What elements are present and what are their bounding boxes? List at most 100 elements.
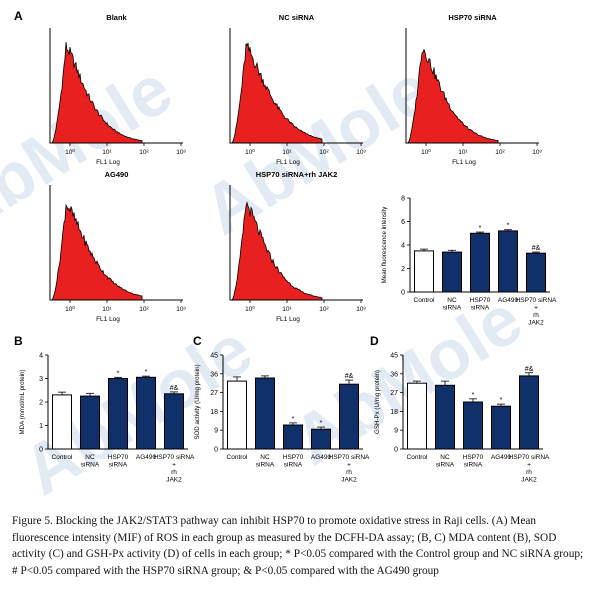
x-tick-label: Control	[407, 454, 429, 461]
bar-chart-c: 0 9 18 27 36 45 SOD activity (U/mg protein) Con…	[194, 353, 370, 484]
histogram-tick-label: 10²	[139, 306, 149, 313]
panel-label-d: D	[370, 334, 379, 348]
y-tick-label: 36	[210, 371, 218, 378]
x-tick-label-line: Control	[414, 297, 436, 304]
x-tick-label-line: HSP70	[108, 454, 129, 461]
significance-mark: *	[472, 392, 475, 399]
bar	[470, 232, 490, 293]
histogram-fill	[51, 42, 143, 144]
x-tick-label: Control	[414, 297, 436, 304]
bar	[283, 424, 303, 450]
bar	[407, 382, 427, 450]
histogram-fill	[231, 200, 323, 301]
significance-mark: *	[117, 370, 120, 377]
x-tick-label-line: rh	[526, 469, 532, 476]
significance-mark: #&	[525, 366, 534, 373]
x-tick-label-line: AG490	[491, 454, 512, 461]
bar	[519, 375, 539, 450]
histogram-tick-label: 10²	[319, 306, 329, 313]
significance-mark: *	[145, 369, 148, 376]
histogram-tick-label: 10³	[356, 306, 366, 313]
x-tick-label: NC siRNA	[256, 454, 275, 469]
significance-mark: *	[500, 397, 503, 404]
x-tick-label: Control	[227, 454, 249, 461]
y-tick-label: 2	[401, 266, 405, 273]
y-tick-label: 2	[39, 400, 43, 407]
y-tick-label: 27	[390, 390, 398, 397]
histogram-tick-label: 10¹	[102, 306, 112, 313]
watermark-text: AbMole	[279, 280, 535, 480]
histogram-title: Blank	[106, 13, 127, 22]
x-tick-label-line: Control	[52, 454, 74, 461]
bar	[463, 401, 483, 450]
bar	[80, 395, 100, 450]
x-tick-label-line: rh	[171, 469, 177, 476]
x-tick-label-line: HSP70 siRNA	[509, 454, 550, 461]
y-tick-label: 4	[401, 243, 405, 250]
x-tick-label: AG490	[491, 454, 512, 461]
y-tick-label: 3	[39, 376, 43, 383]
x-tick-label: HSP70 siRNA	[283, 454, 304, 469]
histogram-axes	[49, 185, 183, 301]
x-tick-label-line: siRNA	[109, 462, 128, 469]
x-tick-label-line: HSP70 siRNA	[154, 454, 195, 461]
y-tick-label: 0	[214, 447, 218, 454]
watermark-text: AbMole	[0, 50, 185, 250]
significance-mark: *	[320, 420, 323, 427]
panel-label-b: B	[14, 334, 23, 348]
x-tick-label: HSP70 siRNA + rh JAK2	[516, 297, 557, 327]
histogram-xlabel: FL1 Log	[276, 316, 300, 323]
bar-chart-a: 0 2 4 6 8 Mean fluorescence intensity Control N…	[381, 196, 557, 327]
histogram-title: HSP70 siRNA+rh JAK2	[256, 170, 338, 179]
x-tick-label-line: siRNA	[464, 462, 483, 469]
histogram-tick-label: 10⁰	[65, 148, 75, 156]
x-tick-label-line: HSP70 siRNA	[329, 454, 370, 461]
x-tick-label-line: +	[172, 462, 176, 469]
bar	[136, 376, 156, 450]
x-tick-label-line: JAK2	[341, 477, 357, 484]
histogram-xlabel: FL1 Log	[276, 159, 300, 166]
histogram-title: AG490	[105, 170, 129, 179]
y-tick-label: 27	[210, 390, 218, 397]
x-tick-label-line: +	[347, 462, 351, 469]
x-tick-label-line: Control	[407, 454, 429, 461]
histogram-panel: NC siRNA 10⁰ 10¹ 10² 10³ FL1 Log	[229, 13, 367, 166]
histogram-fill	[231, 42, 323, 144]
histogram-axes	[49, 28, 183, 144]
bar	[52, 394, 72, 450]
x-tick-label: HSP70 siRNA	[108, 454, 129, 469]
histogram-tick-label: 10¹	[282, 149, 292, 156]
x-tick-label-line: NC	[440, 454, 450, 461]
y-tick-label: 0	[39, 447, 43, 454]
y-tick-label: 6	[401, 219, 405, 226]
panel-label-a: A	[14, 9, 23, 23]
y-tick-label: 1	[39, 423, 43, 430]
histogram-tick-label: 10⁰	[65, 305, 75, 313]
bar	[442, 251, 462, 293]
histogram-panel: AG490 10⁰ 10¹ 10² 10³ FL1 Log	[49, 170, 187, 323]
x-tick-label-line: +	[534, 305, 538, 312]
x-tick-label-line: AG490	[311, 454, 332, 461]
histogram-xlabel: FL1 Log	[452, 159, 476, 166]
x-tick-label-line: HSP70	[283, 454, 304, 461]
figure-caption: Figure 5. Blocking the JAK2/STAT3 pathwa…	[12, 515, 584, 577]
significance-mark: #&	[170, 385, 179, 392]
significance-mark: *	[292, 416, 295, 423]
x-tick-label: HSP70 siRNA	[463, 454, 484, 469]
histogram-tick-label: 10³	[356, 149, 366, 156]
x-tick-label: NC siRNA	[436, 454, 455, 469]
significance-mark: #&	[345, 373, 354, 380]
histogram-tick-label: 10²	[319, 149, 329, 156]
bar	[108, 378, 128, 450]
histogram-tick-label: 10²	[139, 149, 149, 156]
x-tick-label-line: siRNA	[436, 462, 455, 469]
x-tick-label-line: NC	[85, 454, 95, 461]
x-tick-label-line: +	[527, 462, 531, 469]
histogram-xlabel: FL1 Log	[96, 159, 120, 166]
significance-mark: *	[479, 225, 482, 232]
x-tick-label-line: NC	[260, 454, 270, 461]
histogram-panels: Blank 10⁰ 10¹ 10² 10³ FL1 Log NC siRNA 10⁰ 10¹ 10…	[49, 13, 543, 323]
bar	[414, 250, 434, 293]
x-tick-label-line: siRNA	[471, 305, 490, 312]
